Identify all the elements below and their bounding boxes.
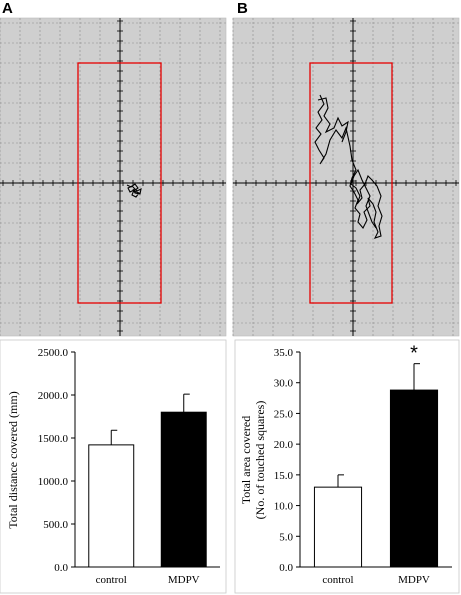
y-tick-label: 25.0 xyxy=(274,408,294,420)
y-tick-label: 2500.0 xyxy=(38,347,69,359)
y-tick-label: 30.0 xyxy=(274,378,294,390)
y-tick-label: 15.0 xyxy=(274,470,294,482)
chart-c: 0.0 500.0 1000.0 1500.0 2000.0 2500.0 control M… xyxy=(0,339,227,594)
y-tick-label: 500.0 xyxy=(43,519,68,531)
arena-a xyxy=(0,17,227,337)
x-tick-label: control xyxy=(96,574,127,586)
y-tick-label: 1500.0 xyxy=(38,433,69,445)
y-tick-label: 1000.0 xyxy=(38,476,69,488)
y-tick-label: 0.0 xyxy=(54,562,68,574)
x-tick-label: MDPV xyxy=(168,574,200,586)
arena-background xyxy=(232,17,460,337)
trajectory-a xyxy=(126,183,142,198)
y-axis-label: Total distance covered (mm) xyxy=(6,391,20,528)
significance-star: * xyxy=(410,343,418,365)
y-tick-label: 5.0 xyxy=(279,531,293,543)
x-tick-label: MDPV xyxy=(398,574,430,586)
y-tick-label: 0.0 xyxy=(279,562,293,574)
chart-d: 0.0 5.0 10.0 15.0 20.0 25.0 30.0 35.0 control MDP… xyxy=(234,339,460,594)
y-axis-label-line1: Total area covered xyxy=(239,416,253,504)
bar-control xyxy=(88,444,135,568)
bar-control xyxy=(313,486,363,568)
arena-b xyxy=(232,17,460,337)
bar-mdpv xyxy=(160,411,207,568)
trajectory-b-upper xyxy=(317,97,349,143)
y-tick-label: 10.0 xyxy=(274,501,294,513)
arena-background xyxy=(0,17,227,337)
trajectory-b xyxy=(314,94,383,239)
y-tick-label: 35.0 xyxy=(274,347,294,359)
panel-label-a: A xyxy=(2,0,13,17)
panel-label-b: B xyxy=(237,0,248,17)
y-tick-label: 20.0 xyxy=(274,439,294,451)
x-tick-label: control xyxy=(322,574,353,586)
y-axis-label-line2: (No. of touched squares) xyxy=(253,401,267,520)
bar-mdpv xyxy=(389,389,439,568)
y-tick-label: 2000.0 xyxy=(38,390,69,402)
tracking-zone-box xyxy=(77,62,162,304)
tracking-zone-box xyxy=(309,62,393,304)
